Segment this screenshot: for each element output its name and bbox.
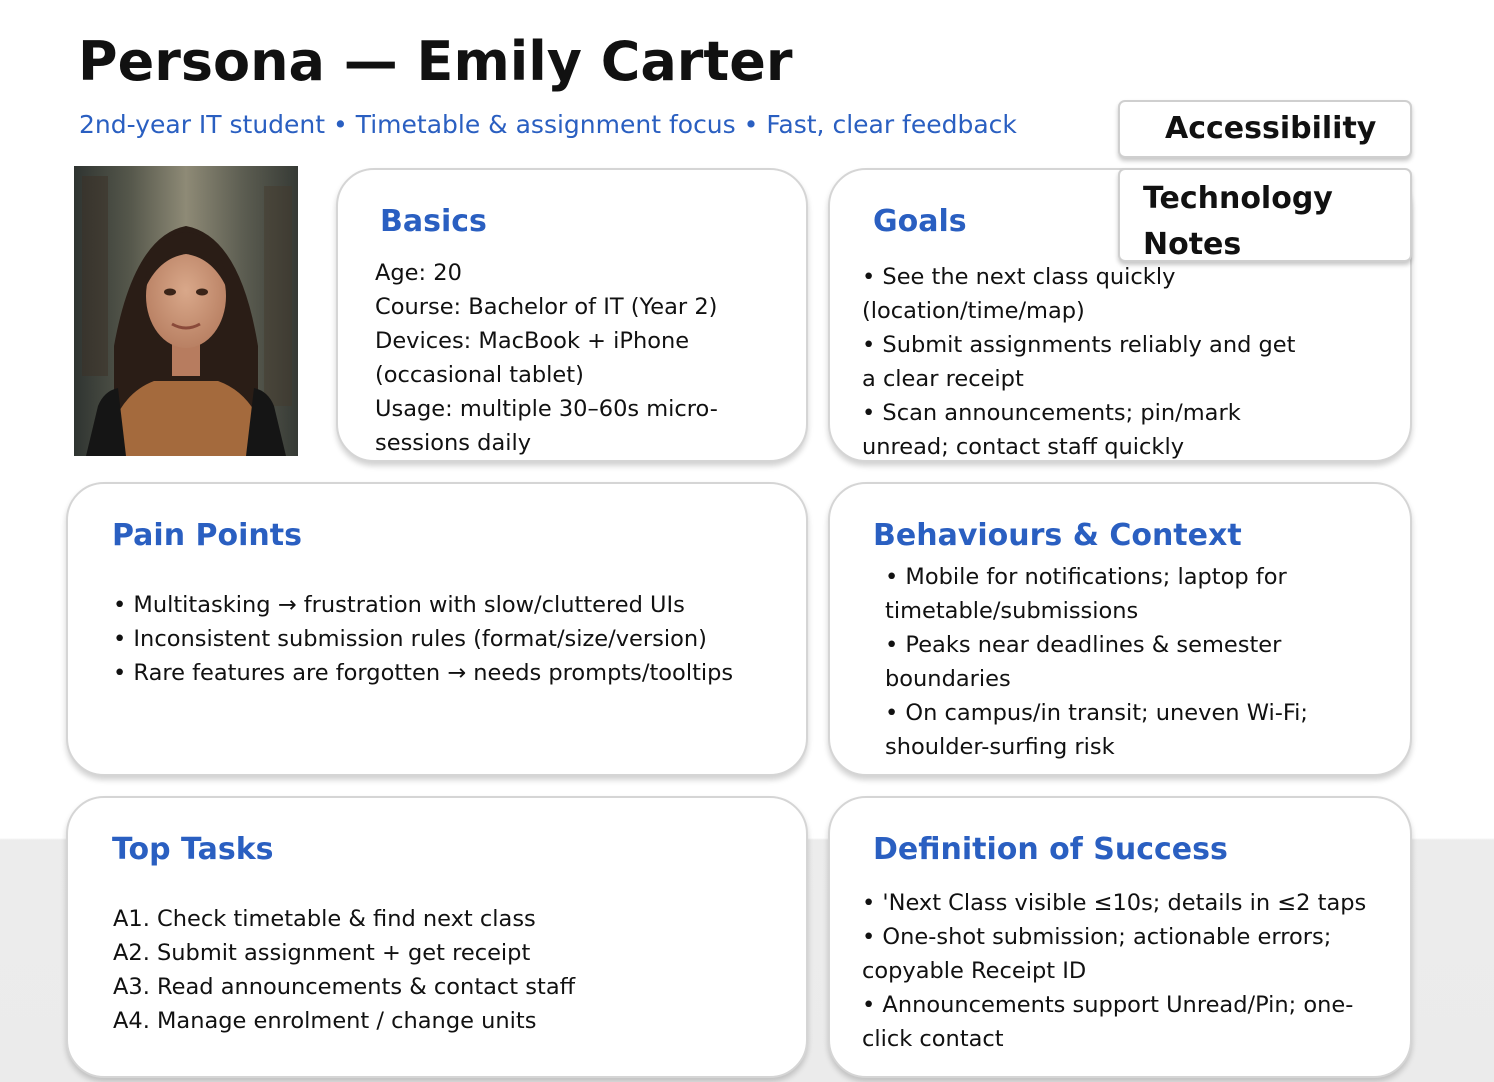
basics-line: (occasional tablet) bbox=[375, 362, 584, 388]
accessibility-tag[interactable]: Accessibility bbox=[1118, 100, 1412, 158]
persona-photo bbox=[74, 166, 298, 456]
success-line: • One-shot submission; actionable errors… bbox=[862, 924, 1332, 950]
top-task-item: A3. Read announcements & contact staff bbox=[113, 974, 576, 1000]
pain-point-item: • Inconsistent submission rules (format/… bbox=[113, 626, 707, 652]
behaviours-line: • Peaks near deadlines & semester bbox=[885, 632, 1282, 658]
success-heading: Definition of Success bbox=[873, 832, 1228, 867]
pain-points-heading: Pain Points bbox=[112, 518, 302, 553]
page-subtitle: 2nd-year IT student • Timetable & assign… bbox=[79, 110, 1017, 139]
pain-points-card: Pain Points • Multitasking → frustration… bbox=[66, 482, 808, 776]
pain-point-item: • Rare features are forgotten → needs pr… bbox=[113, 660, 734, 686]
top-tasks-list: A1. Check timetable & find next class A2… bbox=[113, 902, 575, 1038]
top-task-item: A4. Manage enrolment / change units bbox=[113, 1008, 537, 1034]
page-title: Persona — Emily Carter bbox=[78, 30, 793, 93]
top-task-item: A2. Submit assignment + get receipt bbox=[113, 940, 531, 966]
top-tasks-card: Top Tasks A1. Check timetable & find nex… bbox=[66, 796, 808, 1078]
behaviours-line: • On campus/in transit; uneven Wi-Fi; bbox=[885, 700, 1308, 726]
goals-line: • Scan announcements; pin/mark bbox=[862, 400, 1241, 426]
goals-line: (location/time/map) bbox=[862, 298, 1085, 324]
success-card: Definition of Success • 'Next Class visi… bbox=[828, 796, 1412, 1078]
pain-points-list: • Multitasking → frustration with slow/c… bbox=[113, 588, 733, 690]
technology-notes-label-line1: Technology bbox=[1143, 181, 1333, 216]
goals-line: a clear receipt bbox=[862, 366, 1024, 392]
basics-line: sessions daily bbox=[375, 430, 532, 456]
basics-card: Basics Age: 20 Course: Bachelor of IT (Y… bbox=[336, 168, 808, 462]
behaviours-line: • Mobile for notifications; laptop for bbox=[885, 564, 1287, 590]
behaviours-list: • Mobile for notifications; laptop for t… bbox=[885, 560, 1308, 764]
behaviours-line: shoulder-surfing risk bbox=[885, 734, 1115, 760]
behaviours-line: timetable/submissions bbox=[885, 598, 1139, 624]
basics-line: Usage: multiple 30–60s micro- bbox=[375, 396, 718, 422]
basics-line: Age: 20 bbox=[375, 260, 462, 286]
accessibility-tag-label: Accessibility bbox=[1165, 111, 1377, 146]
technology-notes-tag[interactable]: Technology Notes bbox=[1118, 168, 1412, 262]
goals-heading: Goals bbox=[873, 204, 967, 239]
goals-line: unread; contact staff quickly bbox=[862, 434, 1185, 460]
goals-line: • See the next class quickly bbox=[862, 264, 1176, 290]
success-line: • Announcements support Unread/Pin; one- bbox=[862, 992, 1354, 1018]
behaviours-line: boundaries bbox=[885, 666, 1011, 692]
behaviours-heading: Behaviours & Context bbox=[873, 518, 1242, 553]
goals-list: • See the next class quickly (location/t… bbox=[862, 260, 1295, 464]
behaviours-card: Behaviours & Context • Mobile for notifi… bbox=[828, 482, 1412, 776]
basics-line: Devices: MacBook + iPhone bbox=[375, 328, 690, 354]
goals-line: • Submit assignments reliably and get bbox=[862, 332, 1296, 358]
technology-notes-label-line2: Notes bbox=[1143, 227, 1242, 262]
top-task-item: A1. Check timetable & find next class bbox=[113, 906, 536, 932]
success-line: • 'Next Class visible ≤10s; details in ≤… bbox=[862, 890, 1367, 916]
basics-line: Course: Bachelor of IT (Year 2) bbox=[375, 294, 718, 320]
top-tasks-heading: Top Tasks bbox=[112, 832, 274, 867]
success-list: • 'Next Class visible ≤10s; details in ≤… bbox=[862, 886, 1366, 1056]
pain-point-item: • Multitasking → frustration with slow/c… bbox=[113, 592, 685, 618]
success-line: click contact bbox=[862, 1026, 1004, 1052]
basics-list: Age: 20 Course: Bachelor of IT (Year 2) … bbox=[375, 256, 718, 460]
basics-heading: Basics bbox=[380, 204, 487, 239]
success-line: copyable Receipt ID bbox=[862, 958, 1087, 984]
